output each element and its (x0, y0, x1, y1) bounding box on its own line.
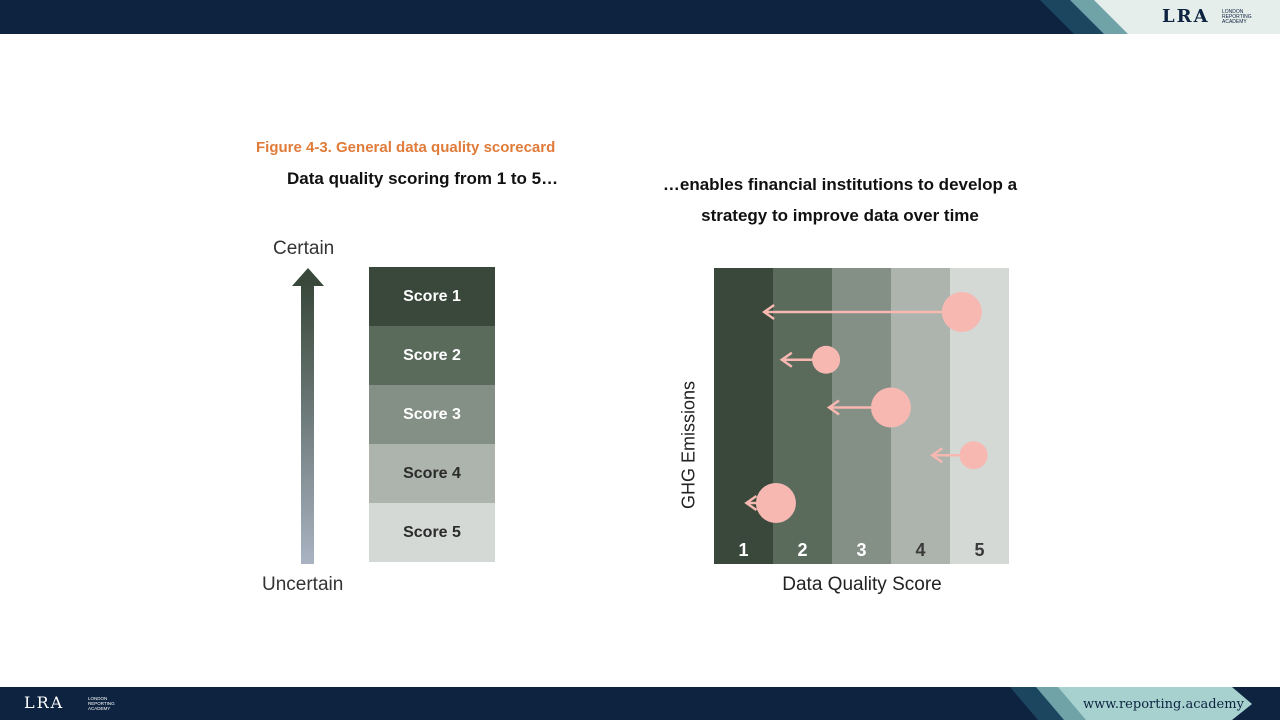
score-box-3: Score 3 (369, 385, 495, 444)
data-quality-chart: 1 2 3 4 5 (714, 268, 1009, 564)
top-banner (0, 0, 1280, 34)
heading-right-line2: strategy to improve data over time (701, 206, 979, 225)
emission-point (812, 345, 841, 374)
x-tick-label: 1 (738, 540, 748, 560)
arrow-head-icon (779, 351, 793, 368)
lra-logo-subtext: LONDON REPORTING ACADEMY (1222, 9, 1252, 25)
arrow-head-icon (744, 494, 758, 512)
emission-point (959, 441, 988, 470)
x-tick-label: 2 (797, 540, 807, 560)
website-link[interactable]: www.reporting.academy (1083, 697, 1244, 712)
x-axis-label: Data Quality Score (782, 574, 942, 595)
heading-right: …enables financial institutions to devel… (640, 169, 1040, 231)
heading-right-line1: …enables financial institutions to devel… (662, 175, 1018, 194)
up-arrow-icon (292, 268, 324, 286)
emission-point (755, 483, 796, 523)
arrow-head-icon (761, 303, 775, 321)
x-tick-label: 3 (856, 540, 866, 560)
emission-point (941, 292, 982, 332)
score-box-1: Score 1 (369, 267, 495, 326)
score-box-4: Score 4 (369, 444, 495, 503)
arrow-head-icon (826, 399, 840, 416)
figure-caption: Figure 4-3. General data quality scoreca… (256, 139, 556, 156)
arrow-head-icon (930, 447, 944, 464)
bottom-banner (0, 687, 1280, 720)
lra-footer-logo-subtext: LONDON REPORTING ACADEMY (88, 696, 115, 711)
x-tick-label: 4 (915, 540, 925, 560)
score-box-2: Score 2 (369, 326, 495, 385)
certain-label: Certain (273, 238, 335, 259)
score-box-5: Score 5 (369, 503, 495, 562)
x-tick-label: 5 (974, 540, 984, 560)
uncertain-label: Uncertain (262, 574, 344, 595)
lra-footer-logo: LRA (24, 693, 65, 712)
heading-left: Data quality scoring from 1 to 5… (287, 169, 559, 188)
certainty-gradient-arrow (301, 284, 314, 564)
y-axis-label: GHG Emissions (678, 380, 699, 510)
emission-point (871, 387, 911, 428)
lra-logo: LRA (1162, 6, 1210, 27)
